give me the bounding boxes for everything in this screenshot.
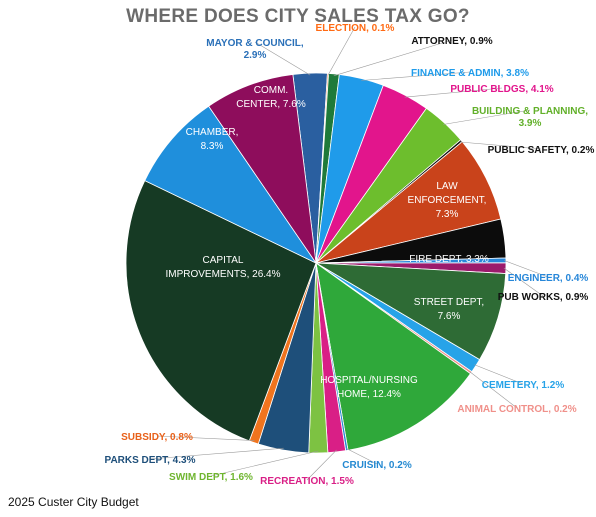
- leader-line-finance-admin: [361, 71, 471, 81]
- slice-label-parks-dept: PARKS DEPT, 4.3%: [105, 455, 196, 466]
- slice-label-subsidy: SUBSIDY, 0.8%: [121, 432, 193, 443]
- slice-label-street-dept: STREET DEPT, 7.6%: [414, 297, 484, 322]
- pie-labels: MAYOR & COUNCIL, 2.9% ELECTION, 0.1% ATTORN…: [105, 23, 595, 487]
- pie-slice-capital-improvements: [125, 180, 317, 442]
- slice-label-hospital-nursing-home: HOSPITAL/NURSING HOME, 12.4%: [320, 375, 418, 400]
- slice-label-chamber: CHAMBER, 8.3%: [186, 127, 239, 152]
- leader-line-parks-dept: [149, 447, 284, 460]
- leader-line-mayor-council: [254, 41, 311, 76]
- slice-label-finance-admin: FINANCE & ADMIN, 3.8%: [411, 68, 529, 79]
- slice-label-comm-center: COMM. CENTER, 7.6%: [236, 85, 306, 110]
- pie-slice-comm-center: [208, 73, 317, 264]
- slice-label-attorney: ATTORNEY, 0.9%: [411, 36, 492, 47]
- leader-line-animal-control: [469, 371, 518, 409]
- slice-label-pub-works: PUB WORKS, 0.9%: [498, 292, 589, 303]
- leader-line-cemetery: [474, 364, 524, 385]
- footer-note: 2025 Custer City Budget: [8, 495, 139, 509]
- slice-label-swim-dept: SWIM DEPT, 1.6%: [169, 472, 253, 483]
- slice-label-engineer: ENGINEER, 0.4%: [508, 273, 589, 284]
- slice-label-fire-dept: FIRE DEPT, 3.3%: [409, 254, 489, 265]
- leader-line-cruisin: [346, 448, 378, 465]
- leader-line-swim-dept: [210, 450, 319, 477]
- slice-label-public-safety: PUBLIC SAFETY, 0.2%: [488, 145, 595, 156]
- slice-label-election: ELECTION, 0.1%: [316, 23, 395, 34]
- leader-line-public-safety: [459, 141, 542, 150]
- leader-line-public-bldgs: [404, 87, 503, 98]
- leader-line-building-planning: [443, 109, 531, 125]
- slice-label-recreation: RECREATION, 1.5%: [260, 476, 354, 487]
- slice-label-cemetery: CEMETERY, 1.2%: [482, 380, 565, 391]
- leader-line-engineer: [503, 260, 549, 278]
- leader-line-pub-works: [503, 267, 544, 297]
- pie-slice-hospital-nursing-home: [315, 262, 472, 451]
- slice-label-mayor-council: MAYOR & COUNCIL, 2.9%: [206, 38, 304, 61]
- leader-line-recreation: [306, 449, 337, 481]
- slice-label-public-bldgs: PUBLIC BLDGS, 4.1%: [450, 84, 553, 95]
- slice-label-law-enforcement: LAW ENFORCEMENT, 7.3%: [408, 181, 487, 220]
- pie-slice-chamber: [144, 105, 318, 265]
- leader-line-attorney: [333, 39, 453, 77]
- slice-label-building-planning: BUILDING & PLANNING, 3.9%: [472, 106, 588, 129]
- chart-title: WHERE DOES CITY SALES TAX GO?: [126, 6, 470, 27]
- pie-slices: [125, 72, 507, 454]
- leader-line-subsidy: [156, 435, 255, 441]
- slice-label-animal-control: ANIMAL CONTROL, 0.2%: [457, 404, 576, 415]
- leader-line-election: [327, 26, 356, 76]
- slice-label-capital-improvements: CAPITAL IMPROVEMENTS, 26.4%: [165, 255, 280, 280]
- leader-lines: [149, 26, 549, 481]
- slice-label-cruisin: CRUISIN, 0.2%: [342, 460, 412, 471]
